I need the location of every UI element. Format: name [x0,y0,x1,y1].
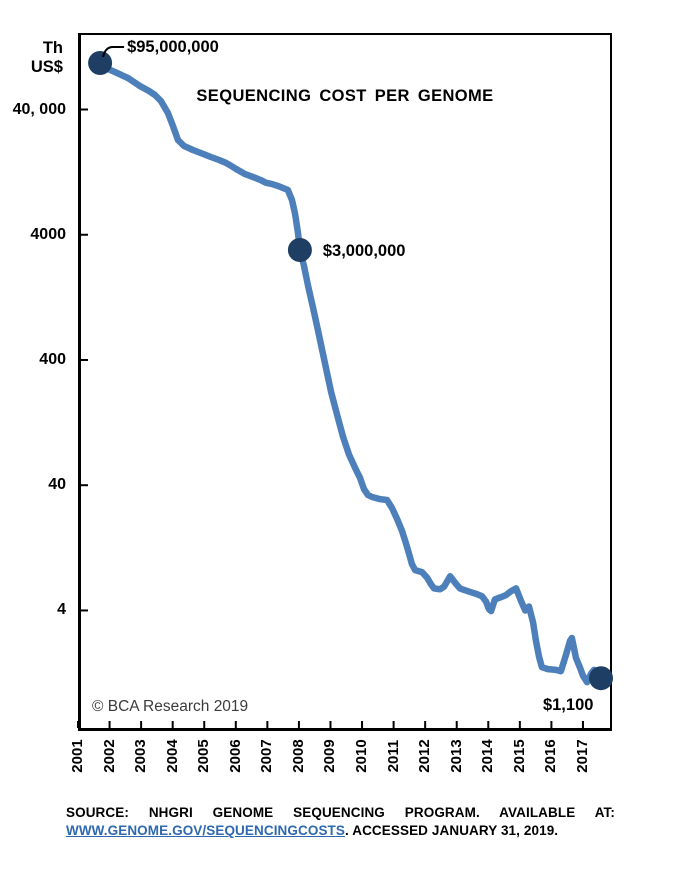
x-tick-label: 2011 [384,739,402,773]
x-tick-label: 2016 [542,739,560,773]
copyright-note: © BCA Research 2019 [92,698,249,715]
x-tick-label: 2009 [321,739,339,773]
x-tick-label: 2017 [573,739,591,773]
source-line-2: WWW.GENOME.GOV/SEQUENCINGCOSTS. ACCESSED… [66,822,615,840]
x-tick-label: 2012 [416,739,434,773]
y-axis-unit-line2: US$ [30,58,63,76]
x-tick-label: 2010 [353,739,371,773]
x-tick-label: 2014 [479,739,497,773]
x-tick-label: 2001 [69,739,86,773]
x-tick-label: 2002 [100,739,118,773]
x-tick-label: 2006 [226,739,244,773]
x-tick-label: 2015 [510,739,528,773]
source-note: SOURCE: NHGRI GENOME SEQUENCING PROGRAM.… [66,804,615,840]
marker-label-mid: $3,000,000 [322,242,406,261]
y-tick-label: 4000 [30,225,66,243]
y-axis-unit-label: Th US$ [31,39,63,77]
x-tick-label: 2007 [258,739,276,773]
x-tick-label: 2003 [132,739,150,773]
x-tick-label: 2008 [289,739,307,773]
y-tick-label: 40, 000 [12,100,66,118]
y-tick-label: 40 [48,476,66,494]
chart-title: SEQUENCING COST PER GENOME [196,87,494,105]
y-axis-unit-line1: Th [42,39,63,57]
source-line-1: SOURCE: NHGRI GENOME SEQUENCING PROGRAM.… [66,805,615,820]
y-tick-label: 4 [57,601,66,619]
source-link[interactable]: WWW.GENOME.GOV/SEQUENCINGCOSTS [66,823,346,838]
x-tick-label: 2013 [447,739,465,773]
source-suffix: . ACCESSED JANUARY 31, 2019. [345,823,559,838]
marker-label-start: $95,000,000 [127,38,219,57]
y-tick-label: 400 [39,350,66,368]
marker-label-end: $1,100 [542,696,594,715]
x-tick-label: 2004 [163,739,181,773]
x-tick-label: 2005 [195,739,213,773]
